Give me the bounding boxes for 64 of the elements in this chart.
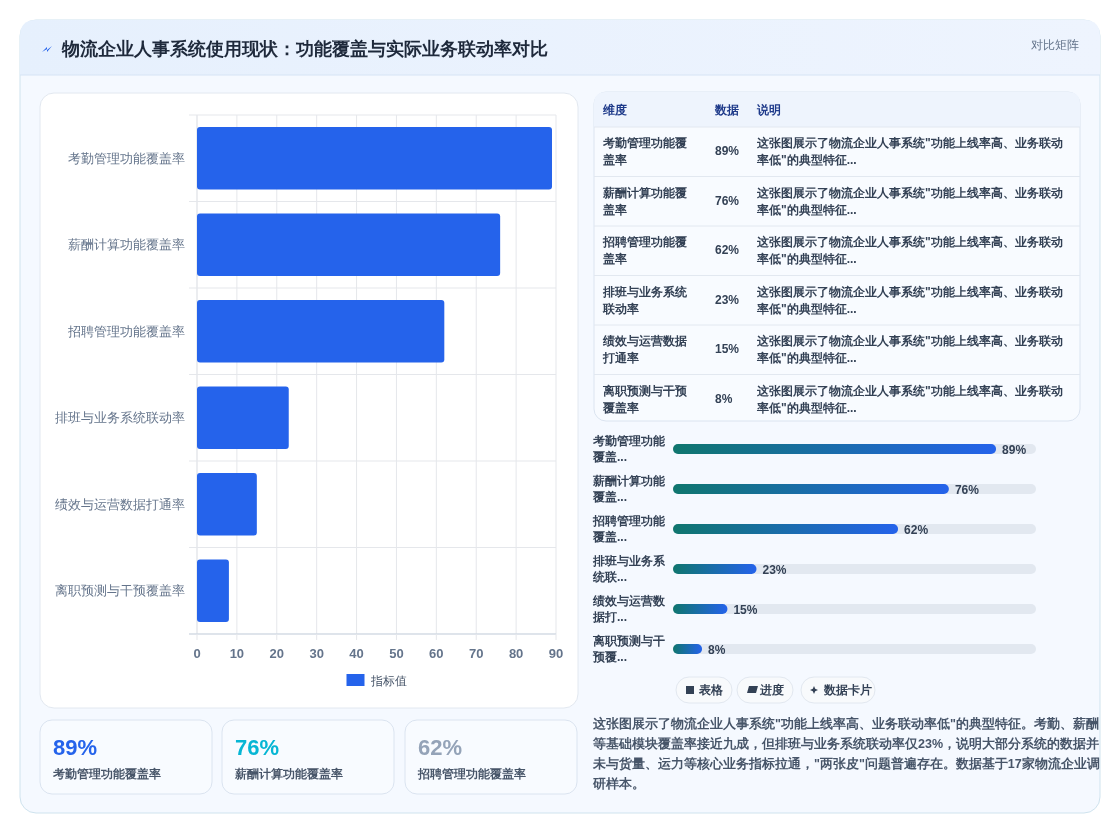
text: 76% [235, 735, 280, 760]
text: 说明 [756, 103, 781, 117]
y-tick-label: 薪酬计算功能覆盖率 [68, 237, 185, 253]
text: 62% [715, 243, 740, 257]
text: 这张图展示了物流企业人事系统"功能上线率高、业务联动率低"的典型特征... [756, 334, 1063, 365]
x-tick-label: 60 [429, 646, 444, 661]
x-tick-label: 30 [309, 646, 324, 661]
x-tick-label: 0 [193, 646, 201, 661]
y-tick-label: 薪酬计算功能覆盖... [592, 474, 666, 504]
data-label: 15% [733, 602, 758, 617]
bar [197, 559, 229, 622]
x-tick-label: 80 [508, 646, 524, 661]
bar [197, 213, 501, 276]
text: 薪酬计算功能覆盖率 [234, 767, 343, 780]
text: 招聘管理功能覆盖率 [417, 767, 526, 780]
y-tick-label: 绩效与运营数据打通率 [55, 496, 185, 512]
text: 8% [715, 391, 733, 406]
text: 对比矩阵 [1031, 38, 1079, 52]
text: 这张图展示了物流企业人事系统"功能上线率高、业务联动率低"的典型特征... [756, 136, 1063, 167]
data-label: 62% [904, 522, 929, 537]
text: 这张图展示了物流企业人事系统"功能上线率高、业务联动率低"的典型特征... [756, 284, 1063, 316]
data-label: 76% [954, 482, 980, 497]
bar [197, 386, 289, 449]
text: 89% [53, 735, 98, 760]
text: 这张图展示了物流企业人事系统"功能上线率高、业务联动率低"的典型特征。考勤、薪酬等基础模块覆盖率接近九成，但排班与业务系统联动率仅23%，说明大部分系统的数据并未与货量、运力等核心业务指标拉通，"两张皮"问题普遍存在。数据基于17家物流企业调研样本。 [592, 716, 1100, 791]
text: 表格 [698, 683, 724, 696]
bar [197, 473, 257, 536]
x-tick-label: 90 [548, 646, 564, 661]
text: 维度 [602, 103, 627, 117]
text: 76% [715, 193, 740, 208]
y-tick-label: 离职预测与干预覆... [592, 634, 665, 664]
text: 62% [418, 735, 463, 760]
data-label: 8% [708, 642, 726, 657]
y-tick-label: 招聘管理功能覆盖... [592, 514, 666, 544]
bar [673, 604, 728, 614]
x-tick-label: 70 [468, 646, 484, 661]
text: 89% [715, 144, 740, 158]
text: 物流企业人事系统使用现状：功能覆盖与实际业务联动率对比 [61, 39, 548, 59]
text: 数据 [714, 103, 739, 117]
bar [673, 644, 703, 654]
y-tick-label: 排班与业务系统联... [592, 554, 666, 584]
y-tick-label: 考勤管理功能覆盖... [592, 434, 666, 464]
text: 数据卡片 [823, 683, 872, 697]
text: 这张图展示了物流企业人事系统"功能上线率高、业务联动率低"的典型特征... [756, 235, 1063, 266]
text: 进度 [759, 683, 784, 696]
data-label: 89% [1002, 442, 1027, 457]
text: 这张图展示了物流企业人事系统"功能上线率高、业务联动率低"的典型特征... [756, 185, 1063, 217]
bar [197, 300, 445, 363]
y-tick-label: 排班与业务系统联动率 [55, 410, 185, 426]
legend-label: 指标值 [369, 674, 407, 688]
y-tick-label: 考勤管理功能覆盖率 [68, 150, 185, 166]
text: 这张图展示了物流企业人事系统"功能上线率高、业务联动率低"的典型特征... [756, 383, 1063, 415]
text: 15% [715, 342, 740, 356]
bar [197, 127, 553, 190]
x-tick-label: 10 [229, 646, 245, 661]
y-tick-label: 绩效与运营数据打... [592, 594, 666, 624]
x-tick-label: 20 [269, 646, 285, 661]
y-tick-label: 招聘管理功能覆盖率 [67, 323, 185, 339]
bar [673, 564, 757, 574]
data-label: 23% [762, 562, 787, 577]
x-tick-label: 40 [349, 646, 364, 661]
x-tick-label: 50 [389, 646, 404, 661]
text: 23% [715, 292, 740, 307]
y-tick-label: 离职预测与干预覆盖率 [55, 583, 185, 599]
